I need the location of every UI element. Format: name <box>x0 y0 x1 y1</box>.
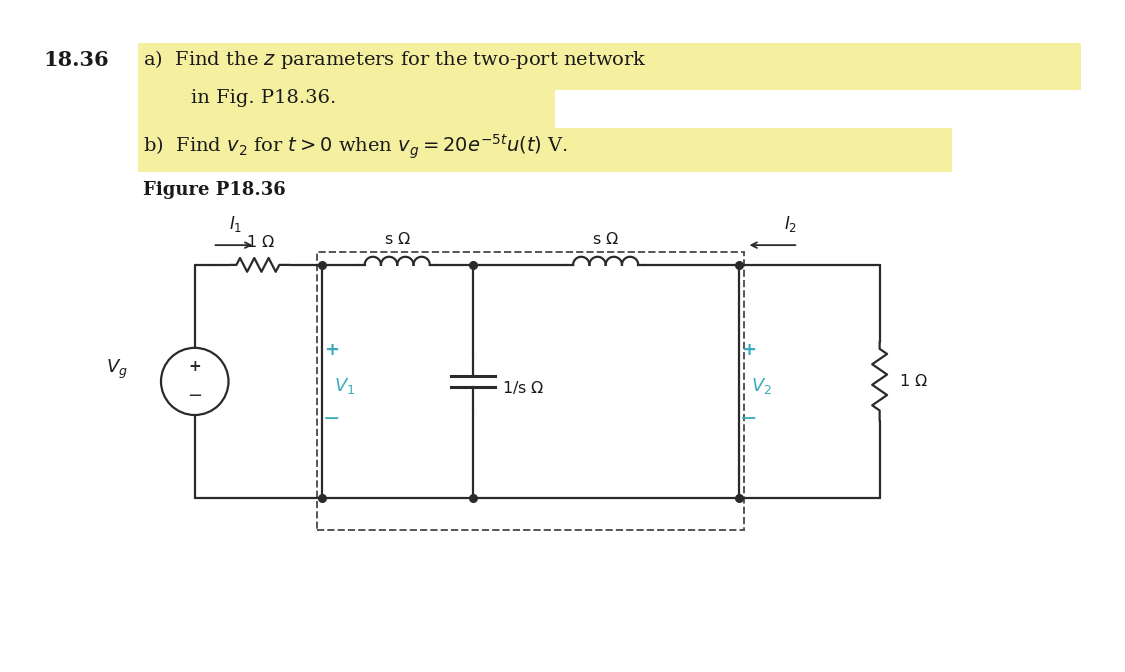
Text: 1 $\Omega$: 1 $\Omega$ <box>900 374 928 390</box>
Text: Figure P18.36: Figure P18.36 <box>143 181 286 199</box>
Text: s $\Omega$: s $\Omega$ <box>592 231 619 247</box>
Text: s $\Omega$: s $\Omega$ <box>384 231 411 247</box>
Text: a)  Find the $z$ parameters for the two-port network: a) Find the $z$ parameters for the two-p… <box>143 48 647 71</box>
Text: +: + <box>188 359 201 374</box>
Bar <box>138 43 1081 90</box>
Text: $V_1$: $V_1$ <box>334 376 354 396</box>
Bar <box>138 84 555 128</box>
Text: −: − <box>323 409 341 429</box>
Text: b)  Find $v_2$ for $t > 0$ when $v_g = 20e^{-5t}u(t)$ V.: b) Find $v_2$ for $t > 0$ when $v_g = 20… <box>143 132 568 161</box>
Text: $V_g$: $V_g$ <box>107 358 128 381</box>
Text: +: + <box>741 341 756 359</box>
Bar <box>138 128 952 172</box>
Text: 18.36: 18.36 <box>44 50 109 70</box>
Text: 1/s $\Omega$: 1/s $\Omega$ <box>503 379 546 396</box>
Text: $I_1$: $I_1$ <box>228 214 242 235</box>
Text: +: + <box>324 341 340 359</box>
Text: $V_2$: $V_2$ <box>750 376 772 396</box>
Bar <box>317 252 744 530</box>
Text: −: − <box>740 409 757 429</box>
Text: 1 $\Omega$: 1 $\Omega$ <box>245 234 274 250</box>
Text: −: − <box>187 386 202 405</box>
Text: in Fig. P18.36.: in Fig. P18.36. <box>191 89 336 107</box>
Text: $I_2$: $I_2$ <box>784 214 796 235</box>
